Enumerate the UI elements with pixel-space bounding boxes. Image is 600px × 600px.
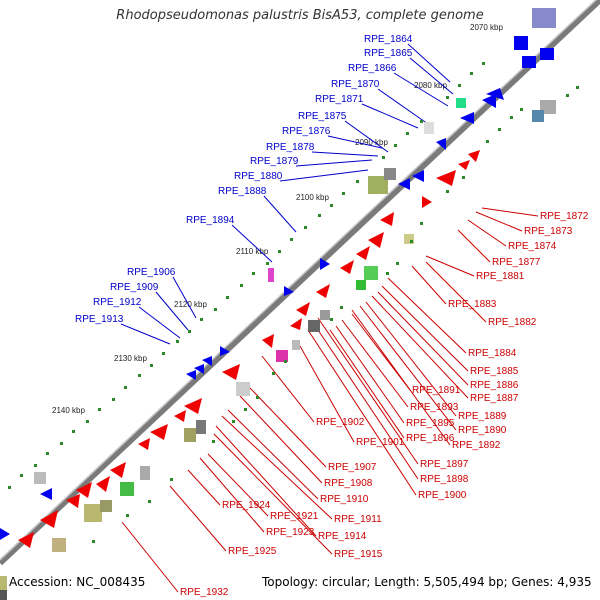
gene-label-forward: RPE_1875	[298, 111, 347, 122]
tick-label: 2070 kbp	[470, 23, 503, 32]
gene-label-forward: RPE_1912	[93, 297, 142, 308]
gene-label-forward: RPE_1866	[348, 63, 397, 74]
gene-label-forward: RPE_1906	[127, 267, 176, 278]
gene-label-reverse: RPE_1896	[406, 433, 455, 444]
other-features	[34, 8, 556, 552]
gene-label-reverse: RPE_1889	[458, 411, 507, 422]
forward-leader-lines	[120, 43, 454, 345]
gene-label-reverse: RPE_1921	[270, 511, 319, 522]
tick-label: 2080 kbp	[414, 81, 447, 90]
gene-label-reverse: RPE_1907	[328, 462, 377, 473]
gene-label-reverse: RPE_1877	[492, 257, 541, 268]
gene-label-forward: RPE_1878	[266, 142, 315, 153]
gene-label-reverse: RPE_1883	[448, 299, 497, 310]
gene-label-forward: RPE_1880	[234, 171, 283, 182]
gene-label-reverse: RPE_1902	[316, 417, 365, 428]
gene-label-reverse: RPE_1932	[180, 587, 229, 598]
gene-label-reverse: RPE_1924	[222, 500, 271, 511]
tick-marks	[8, 62, 579, 543]
gene-label-forward: RPE_1870	[331, 79, 380, 90]
gene-label-forward: RPE_1894	[186, 215, 235, 226]
gene-label-reverse: RPE_1873	[524, 226, 573, 237]
gene-label-reverse: RPE_1886	[470, 380, 519, 391]
gene-label-forward: RPE_1876	[282, 126, 331, 137]
gene-label-reverse: RPE_1910	[320, 494, 369, 505]
topology-text: Topology: circular; Length: 5,505,494 bp…	[262, 575, 592, 589]
gene-label-forward: RPE_1879	[250, 156, 299, 167]
forward-cds-features	[0, 36, 554, 540]
tick-label: 2090 kbp	[355, 138, 388, 147]
gene-label-reverse: RPE_1900	[418, 490, 467, 501]
gene-label-reverse: RPE_1914	[318, 531, 367, 542]
gene-label-forward: RPE_1871	[315, 94, 364, 105]
gene-label-forward: RPE_1888	[218, 186, 267, 197]
gene-label-reverse: RPE_1881	[476, 271, 525, 282]
gene-label-forward: RPE_1864	[364, 34, 413, 45]
reverse-leader-lines	[121, 207, 539, 593]
gene-label-reverse: RPE_1887	[470, 393, 519, 404]
tick-label: 2110 kbp	[236, 247, 269, 256]
gene-label-reverse: RPE_1872	[540, 211, 589, 222]
gene-label-reverse: RPE_1895	[406, 418, 455, 429]
legend-swatch	[0, 576, 7, 590]
gene-label-reverse: RPE_1923	[266, 527, 315, 538]
tick-label: 2120 kbp	[174, 300, 207, 309]
gene-label-forward: RPE_1913	[75, 314, 124, 325]
gene-label-reverse: RPE_1901	[356, 437, 405, 448]
gene-label-reverse: RPE_1884	[468, 348, 517, 359]
tick-label: 2100 kbp	[296, 193, 329, 202]
gene-label-reverse: RPE_1874	[508, 241, 557, 252]
gene-label-reverse: RPE_1915	[334, 549, 383, 560]
gene-label-reverse: RPE_1898	[420, 474, 469, 485]
legend-swatch	[0, 590, 7, 600]
gene-label-reverse: RPE_1892	[452, 440, 501, 451]
gene-label-reverse: RPE_1908	[324, 478, 373, 489]
gene-label-reverse: RPE_1885	[470, 366, 519, 377]
gene-label-forward: RPE_1865	[364, 48, 413, 59]
map-title: Rhodopseudomonas palustris BisA53, compl…	[116, 8, 484, 23]
genome-backbone-highlight	[0, 0, 597, 561]
gene-label-forward: RPE_1909	[110, 282, 159, 293]
gene-label-reverse: RPE_1911	[334, 514, 382, 525]
gene-label-reverse: RPE_1925	[228, 546, 277, 557]
reverse-cds-features	[18, 150, 480, 548]
gene-label-reverse: RPE_1897	[420, 459, 469, 470]
genome-backbone	[0, 0, 600, 566]
gene-label-reverse: RPE_1882	[488, 317, 537, 328]
tick-label: 2140 kbp	[52, 406, 85, 415]
gene-label-reverse: RPE_1890	[458, 425, 507, 436]
accession-text: Accession: NC_008435	[9, 575, 146, 589]
gene-label-reverse: RPE_1893	[410, 402, 459, 413]
tick-label: 2130 kbp	[114, 354, 147, 363]
